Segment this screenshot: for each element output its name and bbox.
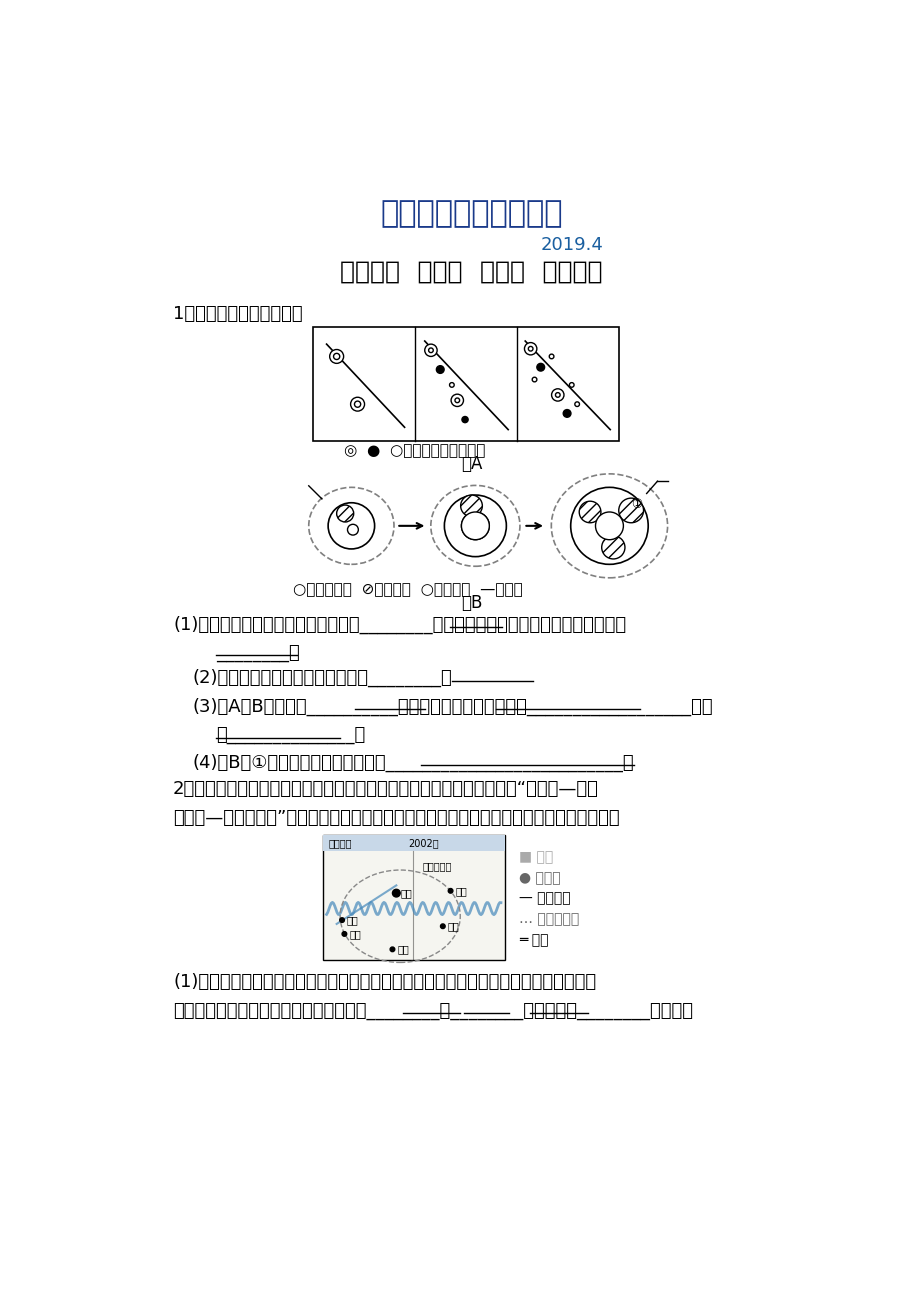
Text: 2002年: 2002年 <box>407 838 438 848</box>
Circle shape <box>448 888 452 893</box>
Circle shape <box>390 947 394 952</box>
Circle shape <box>336 505 353 522</box>
Circle shape <box>595 512 623 540</box>
Text: — 高速公路: — 高速公路 <box>518 892 570 905</box>
Circle shape <box>347 525 358 535</box>
Text: 孝感: 孝感 <box>348 928 360 939</box>
Text: … 都市圈范围: … 都市圈范围 <box>518 913 578 926</box>
Circle shape <box>342 932 346 936</box>
Circle shape <box>354 401 360 408</box>
Text: 汉川: 汉川 <box>346 915 358 926</box>
Text: 有：一是对外主要交通运输方式经历了从________到________变化，二是________的发展。: 有：一是对外主要交通运输方式经历了从________到________变化，二是… <box>173 1003 692 1019</box>
Ellipse shape <box>550 474 667 578</box>
Circle shape <box>537 363 544 371</box>
Circle shape <box>531 378 537 381</box>
Text: (4)图B中①工业区形成的原因可能是__________________________。: (4)图B中①工业区形成的原因可能是______________________… <box>192 754 633 772</box>
Circle shape <box>601 536 624 559</box>
Circle shape <box>425 344 437 357</box>
Circle shape <box>339 918 344 922</box>
Text: 和宁: 和宁 <box>397 944 408 954</box>
Text: 最新地理精品教学资料: 最新地理精品教学资料 <box>380 199 562 228</box>
Circle shape <box>528 346 532 352</box>
Circle shape <box>551 389 563 401</box>
Text: ■ 城区: ■ 城区 <box>518 850 552 865</box>
Text: (3)图A、B反映的是__________现象的两种表现形式：一是__________________，二: (3)图A、B反映的是__________现象的两种表现形式：一是_______… <box>192 698 712 716</box>
Circle shape <box>450 395 463 406</box>
Circle shape <box>549 354 553 359</box>
Text: ①: ① <box>630 497 641 510</box>
Text: ═ 鐵路: ═ 鐵路 <box>518 934 548 947</box>
Text: 发展区—都市核心城”三层次、产业分工合理的规划框架，如下图所示。据此回答下列问题。: 发展区—都市核心城”三层次、产业分工合理的规划框架，如下图所示。据此回答下列问题… <box>173 810 619 828</box>
Circle shape <box>461 417 468 423</box>
Text: 第四部分  选修四  第二讲  城乡分布: 第四部分 选修四 第二讲 城乡分布 <box>340 259 602 284</box>
Circle shape <box>440 924 445 928</box>
Circle shape <box>444 495 505 557</box>
Circle shape <box>618 499 643 523</box>
Text: (1)引起武汉城市形态从沿长江到沿长江、汉江伸展，再到武汉都市圈的构建，主要原因: (1)引起武汉城市形态从沿长江到沿长江、汉江伸展，再到武汉都市圈的构建，主要原因 <box>173 973 596 991</box>
Circle shape <box>392 889 400 897</box>
Text: 2．武汉起源于军事要塞，后来城市功能转变为以商贸为主，目前构建了“城市圈—都市: 2．武汉起源于军事要塞，后来城市功能转变为以商贸为主，目前构建了“城市圈—都市 <box>173 780 598 798</box>
Text: 武汉: 武汉 <box>401 888 413 898</box>
Circle shape <box>428 348 433 353</box>
Text: 是______________。: 是______________。 <box>216 727 365 745</box>
Circle shape <box>579 501 600 523</box>
Circle shape <box>350 397 364 411</box>
Text: 1．读图，完成下列问题。: 1．读图，完成下列问题。 <box>173 305 302 323</box>
Circle shape <box>328 503 374 549</box>
Circle shape <box>329 349 344 363</box>
Circle shape <box>455 398 460 402</box>
Circle shape <box>562 410 571 417</box>
Text: ◎  ●  ○表示不同等级的城市: ◎ ● ○表示不同等级的城市 <box>344 444 484 458</box>
Text: 2019.4: 2019.4 <box>540 236 603 254</box>
Text: ○生活居住区  ⊘工业用地  ○城镇用地  —交通线: ○生活居住区 ⊘工业用地 ○城镇用地 —交通线 <box>293 582 522 598</box>
Text: ● 核心城: ● 核心城 <box>518 871 560 885</box>
Text: 黄石: 黄石 <box>447 922 459 931</box>
Bar <box>312 327 618 441</box>
Circle shape <box>524 342 537 355</box>
Circle shape <box>570 487 648 564</box>
Text: 武汉都市圈: 武汉都市圈 <box>422 861 451 871</box>
Circle shape <box>461 512 489 540</box>
Circle shape <box>555 393 560 397</box>
Text: ________。: ________。 <box>216 644 300 661</box>
Ellipse shape <box>430 486 519 566</box>
Text: 图A: 图A <box>460 456 482 473</box>
Circle shape <box>574 402 579 406</box>
Bar <box>323 836 505 850</box>
Ellipse shape <box>309 487 393 564</box>
Circle shape <box>449 383 454 387</box>
Text: (2)反映城市的内部结构演变的是图________。: (2)反映城市的内部结构演变的是图________。 <box>192 669 452 687</box>
Circle shape <box>461 512 489 540</box>
Circle shape <box>436 366 444 374</box>
Circle shape <box>460 495 482 517</box>
Text: 清朝末期: 清朝末期 <box>329 838 352 848</box>
Text: 黄岗: 黄岗 <box>455 885 467 896</box>
Circle shape <box>569 383 573 387</box>
Bar <box>323 836 505 960</box>
Text: 图B: 图B <box>460 594 482 612</box>
Circle shape <box>334 353 339 359</box>
Text: (1)反映城市群体组织结构变化的是图________，其形态特征从散点状到串珠状再演变到: (1)反映城市群体组织结构变化的是图________，其形态特征从散点状到串珠状… <box>173 616 626 634</box>
